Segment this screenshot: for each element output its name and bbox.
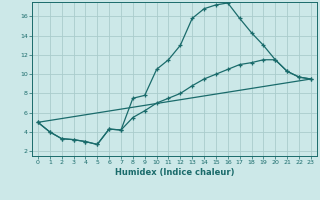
X-axis label: Humidex (Indice chaleur): Humidex (Indice chaleur) — [115, 168, 234, 177]
